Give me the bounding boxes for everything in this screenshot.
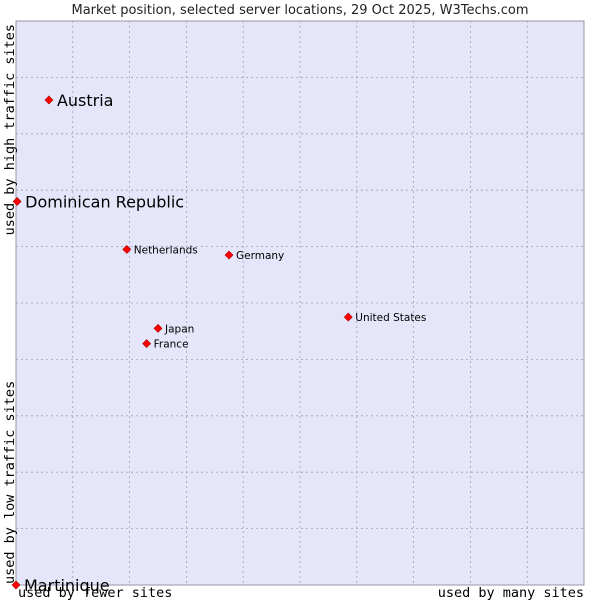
point-label-austria: Austria [57, 91, 114, 110]
chart-title: Market position, selected server locatio… [71, 3, 528, 18]
data-points: Austria Dominican Republic Netherlands Germ… [11, 91, 426, 595]
point-label-france: France [154, 339, 189, 351]
x-axis-label-right: used by many sites [438, 585, 584, 600]
point-marker-france [142, 339, 152, 349]
y-axis-label-top: used by high traffic sites [2, 24, 18, 235]
x-axis-label-left: used by fewer sites [18, 585, 172, 600]
point-marker-germany [224, 250, 234, 260]
point-label-united-states: United States [355, 312, 426, 324]
point-marker-united-states [343, 312, 353, 322]
point-marker-dominican-republic [12, 197, 22, 206]
point-marker-japan [153, 323, 163, 333]
point-label-japan: Japan [164, 323, 194, 335]
point-marker-netherlands [122, 244, 132, 254]
point-label-martinique: Martinique [24, 576, 110, 595]
point-label-dominican-republic: Dominican Republic [25, 192, 184, 211]
point-label-netherlands: Netherlands [134, 244, 198, 256]
point-marker-austria [44, 95, 54, 105]
gridlines [16, 21, 584, 585]
point-marker-martinique [11, 580, 21, 590]
y-axis-label-bottom: used by low traffic sites [2, 381, 18, 584]
point-label-germany: Germany [236, 250, 284, 262]
